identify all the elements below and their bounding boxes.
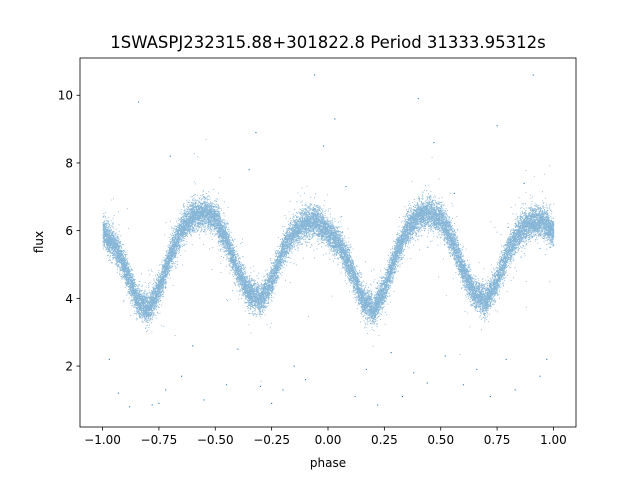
outlier-point	[237, 348, 239, 350]
x-tick-label: −0.75	[141, 433, 178, 447]
outlier-point	[426, 382, 428, 384]
outlier-point	[248, 169, 250, 171]
x-axis-ticks: −1.00 −0.75 −0.50 −0.25 0.00 0.25 0.50 0.75 1.00	[84, 427, 567, 447]
x-tick-label: 0.25	[371, 433, 398, 447]
x-tick-label: −0.50	[197, 433, 234, 447]
outlier-point	[496, 125, 498, 127]
outlier-point	[523, 182, 525, 184]
y-tick-label: 10	[58, 89, 73, 103]
outlier-point	[417, 98, 419, 100]
plot-area	[79, 57, 577, 428]
outlier-point	[354, 396, 356, 398]
outlier-point	[138, 101, 140, 103]
x-tick-label: 0.50	[427, 433, 454, 447]
outlier-point	[117, 392, 119, 394]
outlier-point	[129, 406, 131, 408]
outlier-point	[401, 396, 403, 398]
outlier-point	[377, 404, 379, 406]
x-tick-label: −0.25	[253, 433, 290, 447]
outlier-point	[255, 132, 257, 134]
outlier-point	[433, 142, 435, 144]
outlier-point	[165, 389, 167, 391]
y-tick-label: 8	[65, 156, 73, 170]
outlier-point	[203, 399, 205, 401]
outlier-points	[108, 74, 548, 408]
outlier-point	[169, 155, 171, 157]
y-tick-label: 2	[65, 360, 73, 374]
outlier-point	[444, 355, 446, 357]
outlier-point	[192, 345, 194, 347]
outlier-point	[345, 186, 347, 188]
outlier-point	[334, 118, 336, 120]
outlier-point	[181, 375, 183, 377]
outlier-point	[453, 192, 455, 194]
x-tick-label: 0.00	[315, 433, 342, 447]
outlier-point	[390, 352, 392, 354]
outlier-point	[476, 368, 478, 370]
outlier-point	[505, 358, 507, 360]
outlier-point	[282, 389, 284, 391]
x-tick-label: 0.75	[484, 433, 511, 447]
outlier-point	[489, 396, 491, 398]
outlier-point	[514, 389, 516, 391]
outlier-point	[259, 385, 261, 387]
outlier-point	[546, 358, 548, 360]
outlier-point	[413, 372, 415, 374]
outlier-point	[539, 375, 541, 377]
outlier-point	[365, 368, 367, 370]
x-tick-label: 1.00	[540, 433, 567, 447]
outlier-point	[151, 404, 153, 406]
outlier-point	[314, 74, 316, 76]
outlier-point	[462, 384, 464, 386]
outlier-point	[305, 379, 307, 381]
x-tick-label: −1.00	[84, 433, 121, 447]
x-axis-label: phase	[310, 456, 346, 470]
y-tick-label: 6	[65, 224, 73, 238]
chart-title: 1SWASPJ232315.88+301822.8 Period 31333.9…	[110, 33, 546, 52]
outlier-point	[108, 358, 110, 360]
y-axis-label: flux	[32, 231, 46, 253]
y-axis-ticks: 2 4 6 8 10	[58, 89, 80, 374]
outlier-point	[323, 145, 325, 147]
outlier-point	[158, 402, 160, 404]
y-tick-label: 4	[65, 292, 73, 306]
outlier-point	[271, 402, 273, 404]
outlier-point	[532, 74, 534, 76]
outlier-point	[293, 365, 295, 367]
outlier-point	[226, 384, 228, 386]
